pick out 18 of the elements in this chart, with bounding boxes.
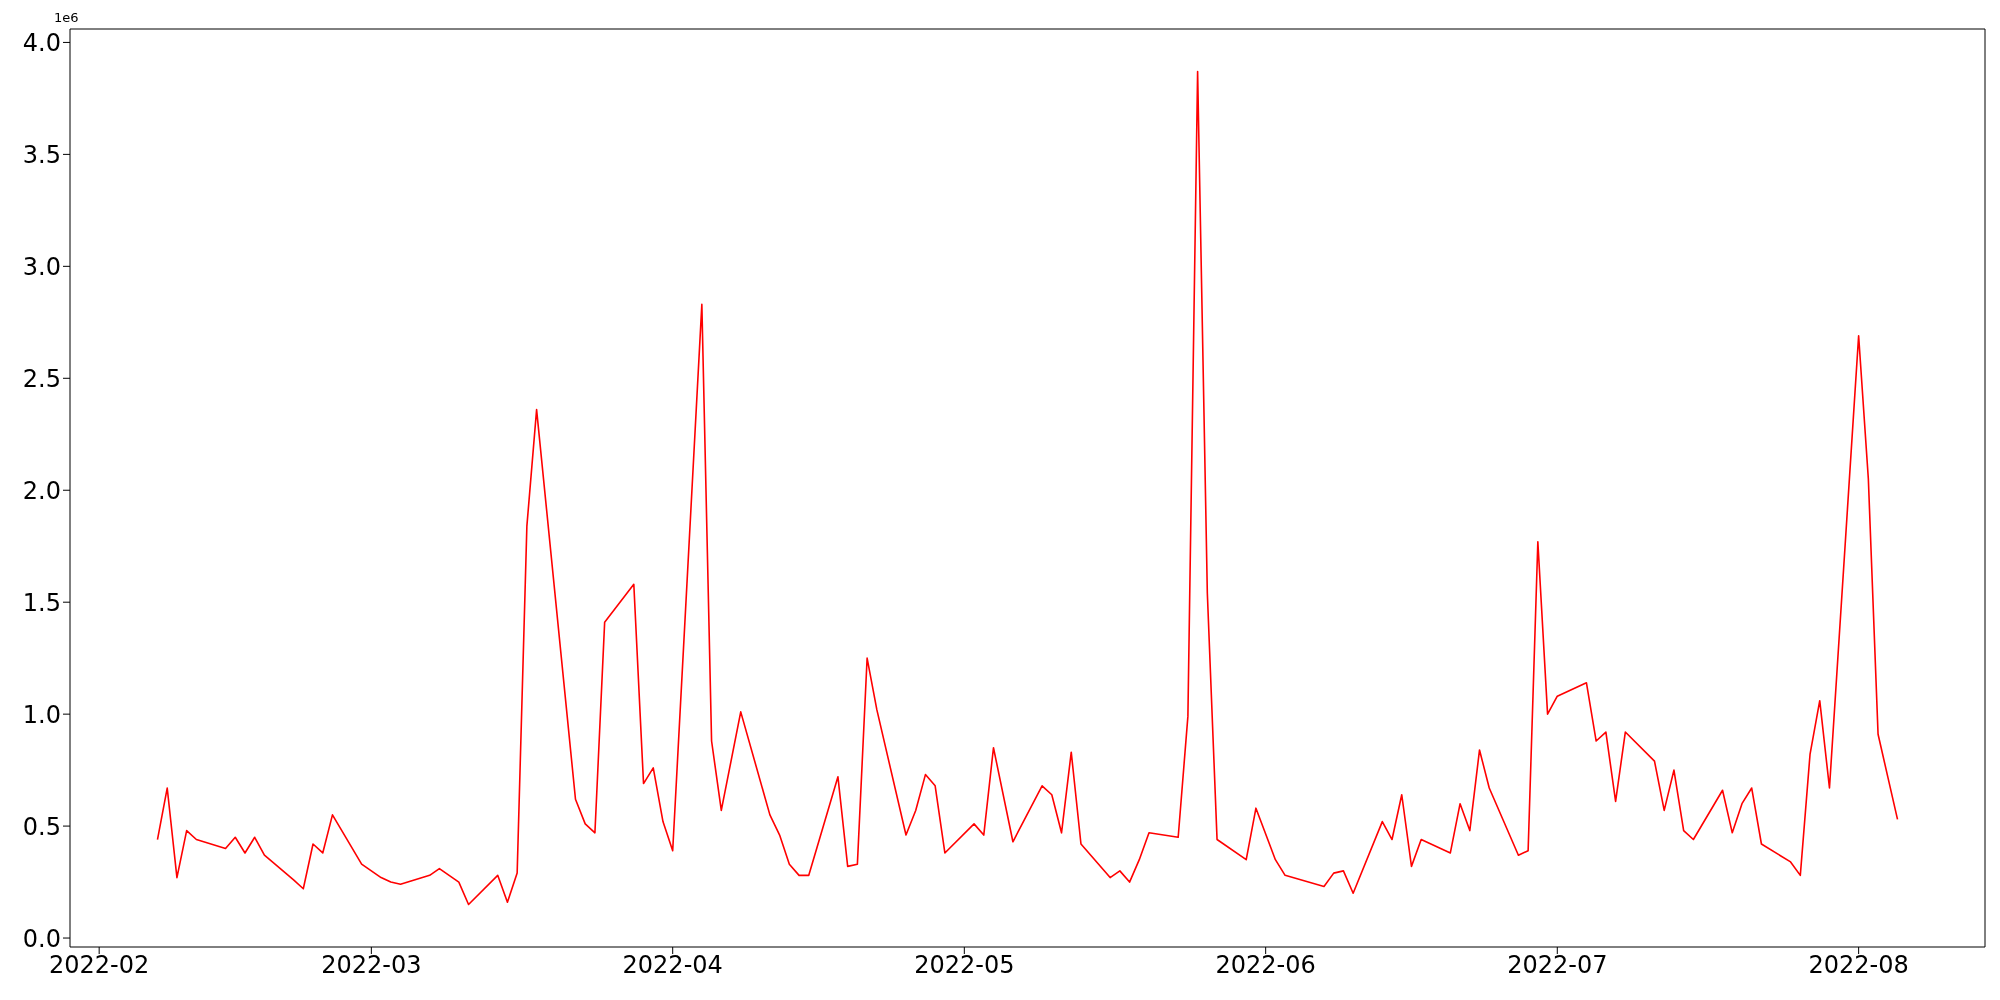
- x-tick-label: 2022-07: [1507, 951, 1608, 980]
- y-tick-label: 3.0: [22, 252, 61, 281]
- y-tick-label: 0.5: [22, 812, 61, 841]
- line-series: [156, 70, 1899, 906]
- x-tick-label: 2022-04: [622, 951, 723, 980]
- x-tick-label: 2022-08: [1808, 951, 1909, 980]
- y-tick-label: 2.5: [22, 364, 61, 393]
- x-tick-label: 2022-05: [914, 951, 1015, 980]
- x-tick-label: 2022-06: [1215, 951, 1316, 980]
- y-tick-label: 3.5: [22, 140, 61, 169]
- y-tick-label: 1.0: [22, 700, 61, 729]
- y-tick-label: 2.0: [22, 476, 61, 505]
- text: 1e6: [54, 10, 79, 25]
- y-tick-label: 0.0: [22, 924, 61, 953]
- x-tick-label: 2022-03: [321, 951, 422, 980]
- y-tick-label: 1.5: [22, 588, 61, 617]
- x-tick-label: 2022-02: [49, 951, 150, 980]
- y-tick-label: 4.0: [22, 28, 61, 57]
